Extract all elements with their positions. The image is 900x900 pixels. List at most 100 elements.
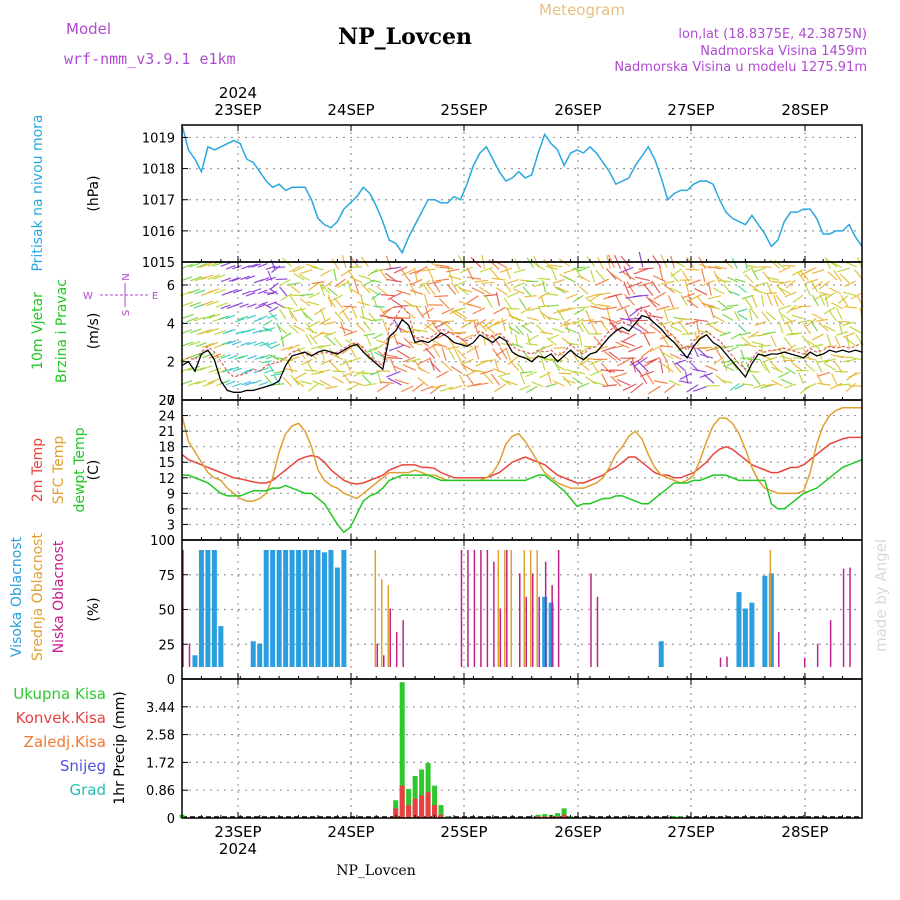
wind-arrow xyxy=(471,287,485,295)
wind-arrow xyxy=(791,347,804,352)
wind-arrow xyxy=(630,382,644,394)
wind-arrow xyxy=(745,298,753,309)
high-cloud-bar xyxy=(749,602,755,667)
wind-arrow xyxy=(188,340,201,347)
wind-arrow xyxy=(474,345,480,360)
wind-arrow xyxy=(260,354,270,359)
y-tick-label: 6 xyxy=(167,503,175,518)
wind-arrow xyxy=(811,313,824,321)
wind-arrow xyxy=(289,284,301,294)
wind-arrow xyxy=(344,358,351,372)
wind-arrow xyxy=(771,366,784,373)
wind-arrow xyxy=(826,333,832,347)
wind-arrow xyxy=(540,358,546,371)
wind-arrow xyxy=(701,302,716,308)
wind-arrow xyxy=(816,373,823,386)
wind-arrow xyxy=(845,337,857,347)
wind-arrow xyxy=(519,384,531,391)
wind-arrow xyxy=(263,291,275,295)
wind-arrow xyxy=(751,341,765,346)
panel-frame-precip xyxy=(181,678,863,819)
wind-arrow xyxy=(232,265,242,270)
wind-arrow xyxy=(208,367,222,374)
wind-arrow xyxy=(784,366,796,375)
y-tick-label: 27 xyxy=(158,394,175,409)
wind-arrow xyxy=(415,306,425,319)
wind-arrow xyxy=(741,383,754,386)
wind-arrow xyxy=(699,353,714,359)
high-cloud-bar xyxy=(296,550,302,667)
wind-arrow xyxy=(387,292,402,301)
wind-arrow xyxy=(200,274,214,280)
wind-arrow xyxy=(430,361,441,373)
wind-arrow xyxy=(817,347,823,360)
wind-arrow xyxy=(525,371,537,378)
wind-arrow xyxy=(585,376,597,385)
wind-arrow xyxy=(563,307,576,312)
wind-arrow xyxy=(713,356,725,365)
wind-arrow xyxy=(440,320,455,323)
wind-arrow xyxy=(799,385,811,394)
wind-arrow xyxy=(517,362,526,374)
high-cloud-bar xyxy=(542,596,548,667)
wind-arrow xyxy=(663,307,669,322)
wind-arrow xyxy=(495,287,508,296)
wind-arrow xyxy=(824,292,836,301)
wind-arrow xyxy=(273,375,281,385)
wind-arrow xyxy=(577,266,590,273)
wind-arrow xyxy=(717,300,728,309)
wind-arrow xyxy=(457,335,469,345)
wind-arrow xyxy=(269,282,279,290)
wind-arrow xyxy=(669,353,682,360)
wind-arrow xyxy=(386,266,402,271)
wind-arrow xyxy=(473,320,479,335)
wind-arrow xyxy=(804,362,816,372)
wind-arrow xyxy=(610,375,622,387)
y-tick-label: 1018 xyxy=(142,163,175,178)
wind-arrow xyxy=(474,382,489,386)
wind-arrow xyxy=(527,307,540,312)
wind-arrow xyxy=(804,284,812,296)
wind-arrow xyxy=(798,372,805,385)
wind-arrow xyxy=(214,329,226,336)
wind-arrow xyxy=(320,308,326,322)
wind-arrow xyxy=(417,377,429,387)
wind-arrow xyxy=(193,316,205,322)
wind-arrow xyxy=(417,338,430,347)
wind-arrow xyxy=(238,315,249,321)
wind-arrow xyxy=(602,384,617,388)
x-tick-label-top: 23SEP xyxy=(214,101,261,119)
wind-arrow xyxy=(757,344,771,348)
wind-arrow xyxy=(374,351,385,359)
total-precip-bar xyxy=(555,813,561,818)
wind-arrow xyxy=(300,269,313,275)
wind-arrow xyxy=(339,326,353,332)
wind-arrow xyxy=(380,294,396,297)
wind-arrow xyxy=(441,307,455,315)
wind-arrow xyxy=(588,359,602,366)
wind-arrow xyxy=(579,361,590,371)
wind-arrow xyxy=(388,344,404,352)
wind-arrow xyxy=(522,286,532,297)
wind-arrow xyxy=(798,319,811,324)
wind-arrow xyxy=(268,287,279,295)
wind-arrow xyxy=(693,318,708,323)
wind-arrow xyxy=(505,348,511,361)
wind-arrow xyxy=(686,384,699,393)
wind-arrow xyxy=(727,304,739,307)
high-cloud-bar xyxy=(742,608,748,667)
wind-arrow xyxy=(265,326,275,332)
wind-arrow xyxy=(310,344,324,350)
wind-arrow xyxy=(649,324,662,334)
wind-arrow xyxy=(666,359,671,374)
wind-arrow xyxy=(792,362,803,372)
wind-arrow xyxy=(576,321,584,333)
wind-arrow xyxy=(763,331,776,335)
wind-arrow xyxy=(195,342,207,348)
wind-arrow xyxy=(578,274,591,283)
wind-arrow xyxy=(552,380,565,387)
wind-arrow xyxy=(299,298,311,307)
wind-arrow xyxy=(486,320,500,330)
cloud-label-1: Srednja Oblacnost xyxy=(30,533,46,661)
